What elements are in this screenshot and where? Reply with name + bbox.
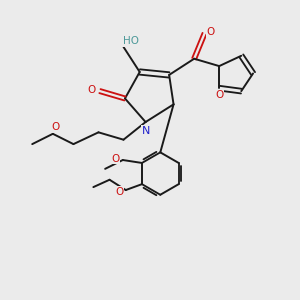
Text: O: O (115, 187, 123, 196)
Text: N: N (141, 126, 150, 136)
Text: O: O (88, 85, 96, 94)
Text: O: O (206, 27, 214, 37)
Text: O: O (52, 122, 60, 132)
Text: HO: HO (123, 36, 139, 46)
Text: O: O (111, 154, 120, 164)
Text: O: O (216, 90, 224, 100)
